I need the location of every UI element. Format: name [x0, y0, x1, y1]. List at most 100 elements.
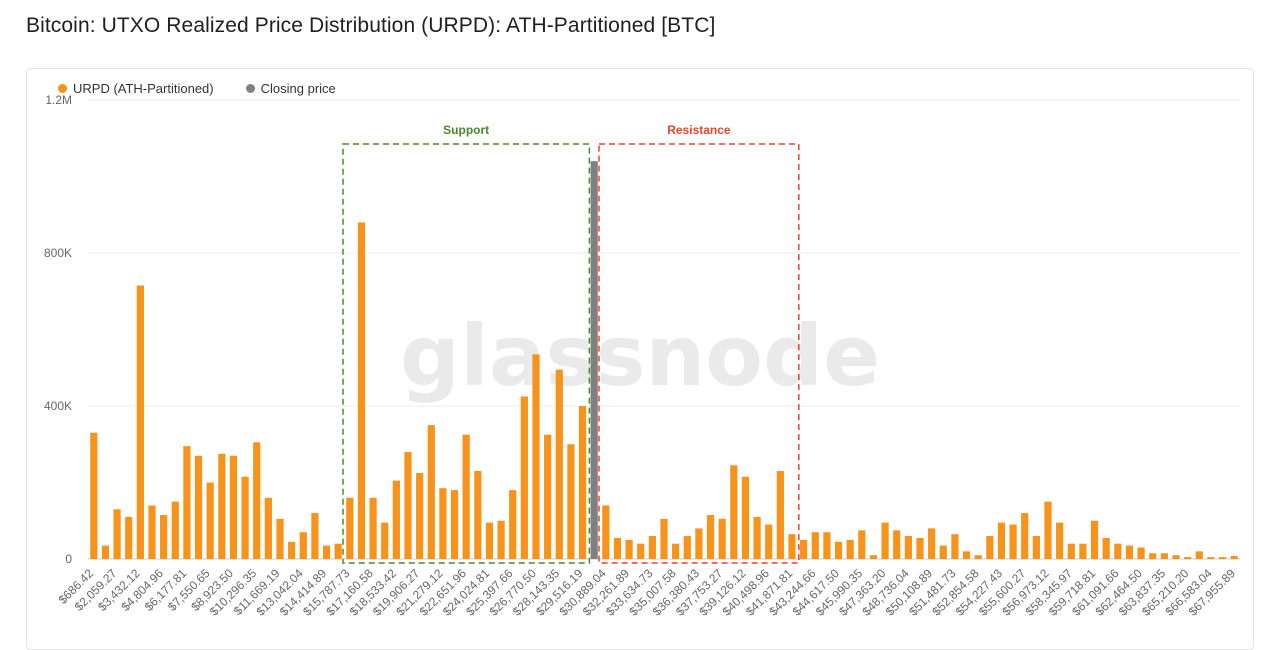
- watermark: glassnode: [400, 307, 880, 405]
- urpd-bar: [532, 354, 540, 559]
- urpd-bar: [1067, 543, 1075, 559]
- urpd-bar: [299, 532, 307, 559]
- urpd-bar: [1032, 536, 1040, 559]
- legend-item-urpd[interactable]: URPD (ATH-Partitioned): [58, 81, 214, 96]
- urpd-bar: [1172, 555, 1180, 559]
- urpd-bar: [951, 534, 959, 559]
- support-label: Support: [443, 123, 489, 137]
- urpd-bar: [869, 555, 878, 559]
- urpd-bar: [1102, 537, 1110, 559]
- urpd-bar: [811, 532, 819, 559]
- urpd-bar: [544, 434, 552, 559]
- urpd-bar: [602, 505, 610, 559]
- urpd-bar: [1207, 557, 1215, 559]
- legend-item-closing-price[interactable]: Closing price: [245, 81, 336, 96]
- urpd-bar: [1090, 520, 1099, 559]
- resistance-label: Resistance: [667, 123, 731, 137]
- urpd-bar: [939, 545, 947, 559]
- urpd-bar: [346, 497, 354, 559]
- urpd-bar: [1021, 513, 1029, 559]
- urpd-bar: [625, 539, 633, 559]
- y-tick-label: 0: [65, 552, 72, 566]
- urpd-bar: [800, 539, 808, 559]
- urpd-bar: [1114, 543, 1122, 559]
- urpd-bar: [765, 524, 773, 559]
- closing-price-bar: [590, 161, 598, 559]
- urpd-bar: [218, 453, 226, 559]
- urpd-bar: [928, 528, 936, 559]
- urpd-bar: [881, 522, 889, 559]
- urpd-bar: [276, 518, 284, 559]
- urpd-bar: [462, 434, 470, 559]
- urpd-bar: [90, 432, 98, 559]
- urpd-bar: [439, 488, 447, 559]
- urpd-bar: [520, 396, 528, 559]
- urpd-bar: [916, 537, 924, 559]
- urpd-bar: [160, 515, 168, 559]
- support-box: [342, 143, 591, 564]
- urpd-bar: [450, 490, 459, 559]
- urpd-bar: [241, 476, 249, 559]
- y-axis: 0 400K 800K 1.2M: [44, 93, 72, 566]
- legend-label-closing-price: Closing price: [260, 81, 336, 96]
- urpd-bar: [986, 536, 994, 559]
- urpd-bar: [509, 490, 517, 559]
- urpd-bar: [392, 480, 400, 559]
- urpd-bar: [1009, 524, 1017, 559]
- urpd-bar: [1125, 545, 1134, 559]
- urpd-bar: [101, 545, 110, 559]
- urpd-bar: [183, 446, 191, 559]
- x-axis: $686.42$2,059.27$3,432.12$4,804.96$6,177…: [56, 566, 1239, 619]
- urpd-bar: [567, 444, 575, 559]
- urpd-bar: [311, 513, 319, 559]
- urpd-bar: [1218, 557, 1227, 559]
- chart-legend: URPD (ATH-Partitioned) Closing price: [58, 81, 336, 96]
- urpd-bar: [695, 528, 703, 559]
- legend-label-urpd: URPD (ATH-Partitioned): [73, 81, 214, 96]
- urpd-bar: [113, 509, 121, 559]
- urpd-bar: [683, 536, 691, 559]
- urpd-bar: [834, 541, 843, 559]
- urpd-bar: [334, 543, 342, 559]
- urpd-bar: [1079, 543, 1087, 559]
- urpd-bar: [788, 534, 796, 559]
- urpd-bar: [858, 530, 866, 559]
- urpd-bar: [381, 522, 389, 559]
- urpd-bar: [194, 455, 203, 559]
- urpd-bar: [613, 537, 622, 559]
- urpd-bar: [125, 516, 133, 559]
- urpd-bar: [416, 472, 424, 559]
- urpd-bar: [485, 522, 494, 559]
- urpd-bar: [171, 501, 179, 559]
- urpd-bar: [427, 425, 435, 559]
- urpd-bar: [730, 465, 738, 559]
- legend-dot-closing-price: [245, 84, 255, 93]
- legend-dot-urpd: [58, 84, 67, 93]
- urpd-bar: [578, 406, 587, 559]
- urpd-bar: [962, 551, 971, 559]
- urpd-bar: [322, 545, 331, 559]
- urpd-bar: [718, 518, 726, 559]
- urpd-bar: [1137, 547, 1145, 559]
- urpd-bar: [148, 505, 156, 559]
- urpd-bar: [1056, 522, 1064, 559]
- urpd-bar: [497, 520, 505, 559]
- urpd-bar: [357, 222, 366, 559]
- urpd-bar: [706, 515, 715, 559]
- y-tick-label: 1.2M: [45, 93, 72, 107]
- urpd-bar: [136, 285, 144, 559]
- urpd-bar: [823, 532, 831, 559]
- y-tick-label: 400K: [44, 399, 72, 413]
- urpd-bar: [974, 555, 982, 559]
- urpd-bar: [648, 536, 656, 559]
- range-annotations: Support Resistance: [342, 123, 800, 564]
- urpd-bar: [904, 536, 912, 559]
- y-tick-label: 800K: [44, 246, 72, 260]
- urpd-bar: [555, 369, 563, 559]
- urpd-bar: [253, 442, 261, 559]
- urpd-chart: glassnode 0 400K 800K 1.2M Support Resistanc…: [44, 93, 1240, 619]
- urpd-bar: [997, 522, 1006, 559]
- page-title: Bitcoin: UTXO Realized Price Distributio…: [26, 14, 716, 37]
- urpd-bar: [474, 471, 482, 559]
- urpd-bar: [206, 482, 214, 559]
